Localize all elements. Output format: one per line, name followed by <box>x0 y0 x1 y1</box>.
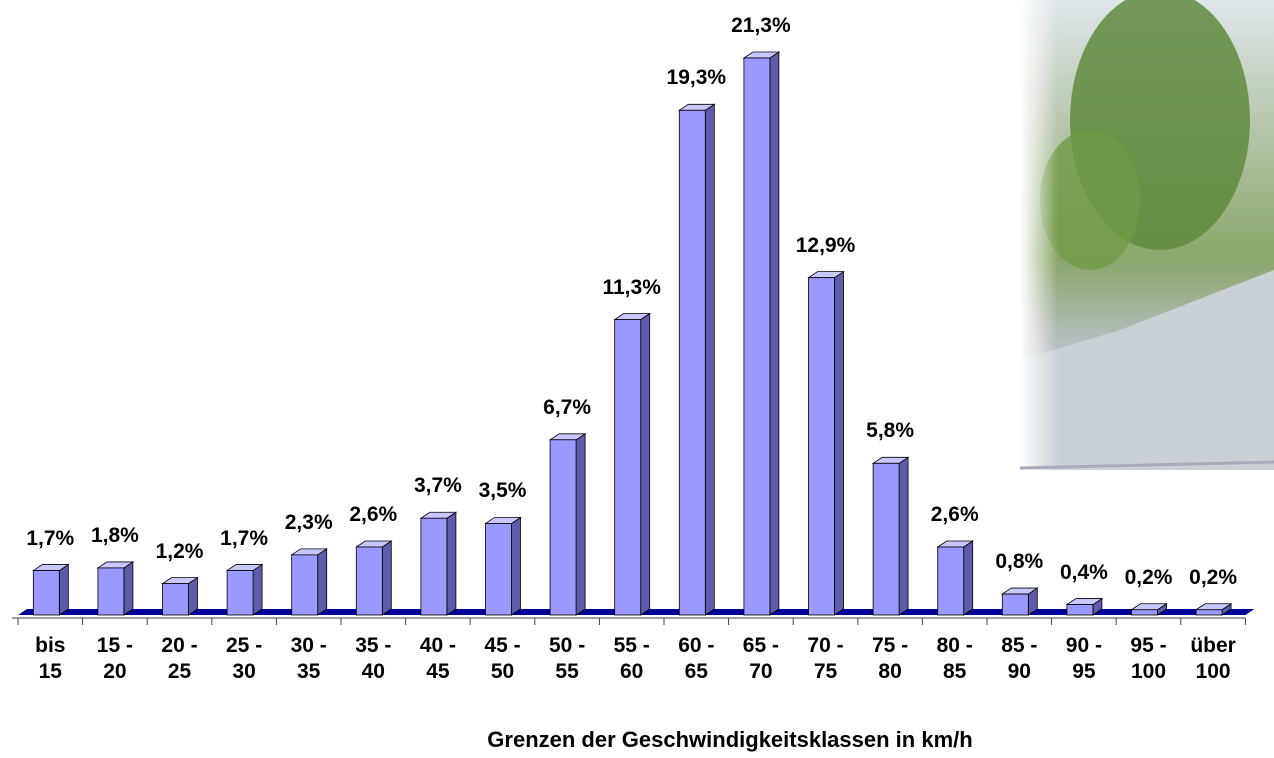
page: Grenzen der Geschwindigkeitsklassen in k… <box>0 0 1274 758</box>
bar-side <box>770 52 779 615</box>
value-label: 6,7% <box>527 396 607 420</box>
bar-front <box>615 320 641 615</box>
bar-front <box>550 440 576 615</box>
bar-front <box>1196 610 1222 615</box>
value-label: 5,8% <box>850 419 930 443</box>
value-label: 21,3% <box>721 14 801 38</box>
value-label: 19,3% <box>656 66 736 90</box>
bar-front <box>938 547 964 615</box>
bar <box>938 541 973 615</box>
bar-side <box>253 565 262 615</box>
photo <box>1020 0 1274 470</box>
bar-front <box>356 547 382 615</box>
bar-side <box>705 104 714 615</box>
bar-front <box>1067 605 1093 615</box>
value-label: 12,9% <box>786 234 866 258</box>
bar-front <box>1002 594 1028 615</box>
bar <box>292 549 327 615</box>
x-tick-label: 30 - 35 <box>283 633 335 685</box>
bar <box>615 314 650 615</box>
bar <box>163 578 198 615</box>
x-tick-label: 90 - 95 <box>1058 633 1110 685</box>
bar <box>33 565 68 615</box>
bar-side <box>189 578 198 615</box>
bar <box>1067 599 1102 615</box>
x-tick-label: 60 - 65 <box>670 633 722 685</box>
x-tick-label: 35 - 40 <box>347 633 399 685</box>
x-tick-label: 70 - 75 <box>800 633 852 685</box>
bar <box>98 562 133 615</box>
bar-side <box>382 541 391 615</box>
bar-side <box>899 457 908 615</box>
bar-side <box>512 517 521 615</box>
value-label: 2,6% <box>333 503 413 527</box>
x-tick-label: 75 - 80 <box>864 633 916 685</box>
x-tick-label: 45 - 50 <box>477 633 529 685</box>
x-tick-label: 55 - 60 <box>606 633 658 685</box>
value-label: 0,2% <box>1173 566 1253 590</box>
x-tick-label: bis 15 <box>24 633 76 685</box>
bar <box>744 52 779 615</box>
bar-front <box>679 110 705 615</box>
bar-front <box>421 518 447 615</box>
x-tick-label: 20 - 25 <box>154 633 206 685</box>
bar-front <box>292 555 318 615</box>
value-label: 11,3% <box>592 276 672 300</box>
x-tick-label: 15 - 20 <box>89 633 141 685</box>
value-label: 2,6% <box>915 503 995 527</box>
value-label: 3,5% <box>463 479 543 503</box>
bar <box>486 517 521 615</box>
bar-front <box>1132 610 1158 615</box>
bar-side <box>59 565 68 615</box>
bar-front <box>227 571 253 615</box>
bar-side <box>447 512 456 615</box>
bar-side <box>124 562 133 615</box>
bar <box>679 104 714 615</box>
bar <box>550 434 585 615</box>
bar-front <box>744 58 770 615</box>
bar-side <box>576 434 585 615</box>
bar-front <box>486 523 512 615</box>
bar <box>421 512 456 615</box>
bar-front <box>98 568 124 615</box>
bar-side <box>964 541 973 615</box>
bar <box>1002 588 1037 615</box>
bar-front <box>809 278 835 615</box>
bar-side <box>641 314 650 615</box>
bar-side <box>835 272 844 615</box>
x-tick-label: 95 - 100 <box>1123 633 1175 685</box>
bar-front <box>873 463 899 615</box>
bar-front <box>33 571 59 615</box>
x-axis-title: Grenzen der Geschwindigkeitsklassen in k… <box>300 727 1160 753</box>
x-tick-label: 25 - 30 <box>218 633 270 685</box>
bar <box>227 565 262 615</box>
bar-front <box>163 584 189 615</box>
bar <box>356 541 391 615</box>
bar <box>809 272 844 615</box>
bar <box>873 457 908 615</box>
x-tick-label: 50 - 55 <box>541 633 593 685</box>
x-tick-label: 40 - 45 <box>412 633 464 685</box>
x-tick-label: über 100 <box>1187 633 1239 685</box>
bar-side <box>318 549 327 615</box>
x-tick-label: 65 - 70 <box>735 633 787 685</box>
x-tick-label: 85 - 90 <box>993 633 1045 685</box>
x-tick-label: 80 - 85 <box>929 633 981 685</box>
